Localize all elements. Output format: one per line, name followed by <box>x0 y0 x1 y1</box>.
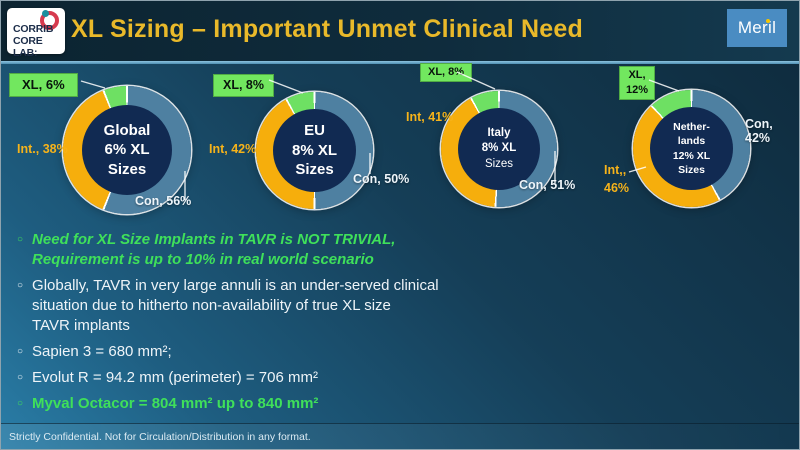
header-bar: CORRIB CORE LAB: XL Sizing – Important U… <box>1 1 799 61</box>
corrib-ring-icon <box>40 10 59 30</box>
bullet-text: Myval Octacor = 804 mm² up to 840 mm² <box>32 395 319 412</box>
bullet-item: ○ Need for XL Size Implants in TAVR is NO… <box>17 230 447 270</box>
donut-ring-global: Global 6% XL Sizes <box>63 86 191 214</box>
bullet-text: Evolut R = 94.2 mm (perimeter) = 706 mm² <box>32 369 318 386</box>
bullet-marker-icon: ○ <box>17 372 24 383</box>
center-label-line: Nether- <box>673 121 710 134</box>
center-label-line: EU <box>304 122 325 140</box>
meril-logo: Meril <box>727 9 787 47</box>
center-label-line: Sizes <box>484 157 514 170</box>
bullet-item: ○ Sapien 3 = 680 mm²; <box>17 342 447 362</box>
bullet-text: Need for XL Size Implants in TAVR is NOT… <box>32 231 396 268</box>
corrib-logo-line1: CORRIB <box>13 23 54 35</box>
xl-callout-label: XL, 8% <box>420 63 473 82</box>
xl-callout-label: XL, 12% <box>619 66 656 100</box>
center-label-line: 12% XL <box>672 149 711 162</box>
meril-logo-dot-icon <box>766 19 770 23</box>
con-segment-label: Con, 51% <box>519 178 576 192</box>
header-divider <box>1 61 799 64</box>
donut-center-label: Italy 8% XL Sizes <box>457 107 541 191</box>
int-segment-label: Int, 41% <box>406 110 454 124</box>
xl-callout-label: XL, 6% <box>9 73 78 97</box>
donut-ring-eu: EU 8% XL Sizes <box>256 92 373 209</box>
bullet-marker-icon: ○ <box>17 346 24 357</box>
center-label-line: Sizes <box>107 160 147 178</box>
donut-center-label: Global 6% XL Sizes <box>81 104 173 196</box>
bullet-list: ○ Need for XL Size Implants in TAVR is NO… <box>17 230 447 420</box>
bullet-marker-icon: ○ <box>17 280 24 291</box>
center-label-line: Italy <box>487 126 511 139</box>
center-label-line: Sizes <box>295 161 334 179</box>
donut-ring-italy: Italy 8% XL Sizes <box>441 91 557 207</box>
corrib-core-lab-logo: CORRIB CORE LAB: <box>7 8 65 59</box>
bullet-item: ○ Globally, TAVR in very large annuli is … <box>17 276 447 336</box>
con-segment-label: Con, 56% <box>135 194 192 208</box>
bullet-item: ○ Myval Octacor = 804 mm² up to 840 mm² <box>17 394 447 414</box>
bullet-text: Globally, TAVR in very large annuli is a… <box>32 277 439 334</box>
center-label-line: lands <box>677 135 706 148</box>
donut-center-label: EU 8% XL Sizes <box>272 108 357 193</box>
int-segment-label: Int,, 46% <box>604 163 630 195</box>
footer-bar: Strictly Confidential. Not for Circulati… <box>1 423 799 449</box>
donut-ring-netherlands: Nether-lands 12% XL Sizes <box>633 90 750 207</box>
int-segment-label: Int, 42% <box>209 142 257 156</box>
xl-callout-label: XL, 8% <box>213 74 274 97</box>
bullet-text: Sapien 3 = 680 mm²; <box>32 343 172 360</box>
corrib-logo-line2: CORE LAB: <box>13 35 43 59</box>
footer-text: Strictly Confidential. Not for Circulati… <box>9 430 311 443</box>
int-segment-label: Int., 38% <box>17 142 68 156</box>
bullet-marker-icon: ○ <box>17 234 24 245</box>
center-label-line: 8% XL <box>481 142 517 155</box>
donut-center-label: Nether-lands 12% XL Sizes <box>649 106 734 191</box>
bullet-marker-icon: ○ <box>17 398 24 409</box>
center-label-line: 6% XL <box>104 141 150 159</box>
con-segment-label: Con, 42% <box>745 117 773 145</box>
page-title: XL Sizing – Important Unmet Clinical Nee… <box>71 15 583 43</box>
center-label-line: 8% XL <box>291 141 337 159</box>
center-label-line: Sizes <box>678 163 705 176</box>
center-label-line: Global <box>103 121 151 139</box>
con-segment-label: Con, 50% <box>353 172 410 186</box>
bullet-item: ○ Evolut R = 94.2 mm (perimeter) = 706 mm… <box>17 368 447 388</box>
